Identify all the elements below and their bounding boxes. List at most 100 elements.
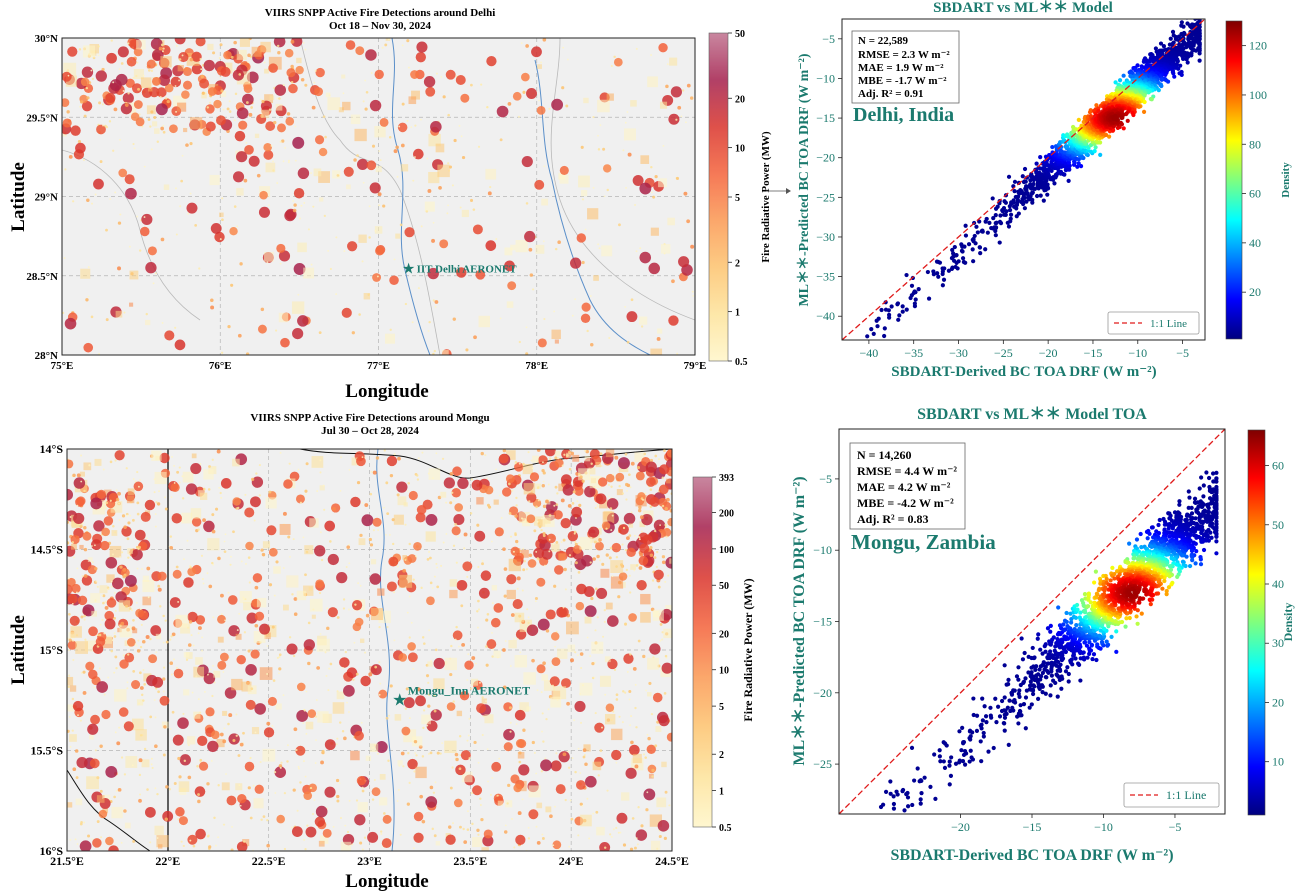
fire-point [339, 489, 342, 492]
fire-point [413, 832, 424, 843]
fire-point [615, 698, 619, 701]
fire-point [228, 100, 231, 103]
fire-point [290, 81, 294, 84]
fire-point [537, 532, 549, 544]
fire-point [372, 517, 382, 527]
fire-point [468, 717, 471, 720]
fire-point [447, 204, 450, 207]
fire-point [517, 811, 522, 816]
fire-point [96, 489, 106, 499]
fire-point [184, 67, 189, 72]
fire-point [469, 198, 474, 202]
fire-pixel [520, 549, 529, 558]
fire-point [542, 480, 545, 483]
fire-point [155, 651, 158, 654]
fire-point [540, 517, 543, 520]
fire-point [617, 580, 622, 585]
fire-point [293, 263, 306, 275]
fire-point [164, 619, 167, 622]
fire-point [149, 125, 152, 128]
density-point [889, 304, 894, 309]
fire-point [407, 758, 418, 770]
fire-point [578, 472, 581, 476]
fire-point [417, 457, 420, 460]
fire-point [124, 103, 129, 107]
fire-point [621, 721, 624, 724]
fire-point [213, 681, 216, 684]
fire-pixel [155, 633, 162, 640]
fire-point [307, 621, 311, 625]
fire-point [427, 267, 439, 280]
fire-point [181, 497, 185, 500]
fire-point [351, 843, 354, 846]
fire-pixel [358, 234, 367, 243]
fire-point [521, 589, 524, 592]
fire-point [83, 821, 86, 824]
fire-pixel [297, 242, 307, 253]
mongu-map-ylabel: Latitude [8, 615, 29, 685]
fire-point [363, 836, 367, 839]
fire-point [657, 458, 660, 461]
fire-point [512, 91, 522, 101]
fire-point [494, 527, 504, 537]
fire-point [71, 729, 74, 732]
fire-point [509, 721, 512, 724]
fire-point [431, 238, 436, 243]
fire-point [120, 551, 124, 554]
fire-point [499, 692, 502, 695]
fire-point [113, 616, 116, 620]
fire-pixel [669, 57, 678, 66]
fire-point [432, 694, 436, 697]
fire-point [542, 504, 547, 509]
fire-point [633, 569, 636, 572]
fire-point [346, 667, 358, 679]
fire-pixel [264, 94, 274, 104]
fire-point [489, 185, 492, 189]
density-point [990, 196, 995, 201]
fire-point [157, 587, 162, 592]
density-point [1107, 134, 1112, 139]
fire-point [628, 591, 632, 594]
fire-point [632, 667, 637, 671]
fire-point [132, 76, 135, 79]
delhi-fire-detections [62, 38, 695, 355]
fire-point [547, 708, 550, 711]
fire-point [615, 826, 618, 829]
fire-point [633, 534, 636, 537]
fire-point [150, 148, 153, 151]
fire-point [140, 511, 151, 522]
fire-point [515, 834, 526, 845]
delhi-scatter-points [865, 19, 1202, 340]
fire-pixel [650, 840, 661, 851]
fire-pixel [110, 501, 123, 513]
delhi-site-label: Delhi, India [853, 104, 954, 126]
fire-point [655, 565, 658, 569]
fire-point [253, 519, 256, 522]
fire-point [612, 473, 614, 476]
fire-point [460, 750, 471, 761]
fire-pixel [519, 702, 529, 712]
fire-point [393, 639, 396, 642]
fire-point [599, 124, 602, 127]
fire-point [448, 825, 452, 829]
fire-point [451, 766, 454, 769]
fire-point [272, 679, 276, 682]
fire-point [116, 741, 121, 746]
fire-point [78, 48, 82, 51]
fire-point [83, 114, 87, 118]
fire-point [280, 761, 283, 764]
density-point [1159, 83, 1164, 89]
fire-pixel [425, 531, 436, 542]
fire-point [581, 260, 585, 265]
fire-pixel [354, 128, 367, 142]
fire-point [239, 804, 242, 807]
fire-point [126, 514, 129, 517]
fire-point [321, 749, 325, 753]
density-point [1125, 118, 1130, 123]
fire-point [473, 335, 477, 340]
fire-pixel [350, 114, 361, 125]
fire-pixel [80, 268, 91, 279]
fire-point [291, 826, 303, 837]
fire-point [117, 787, 122, 792]
fire-point [590, 462, 593, 465]
